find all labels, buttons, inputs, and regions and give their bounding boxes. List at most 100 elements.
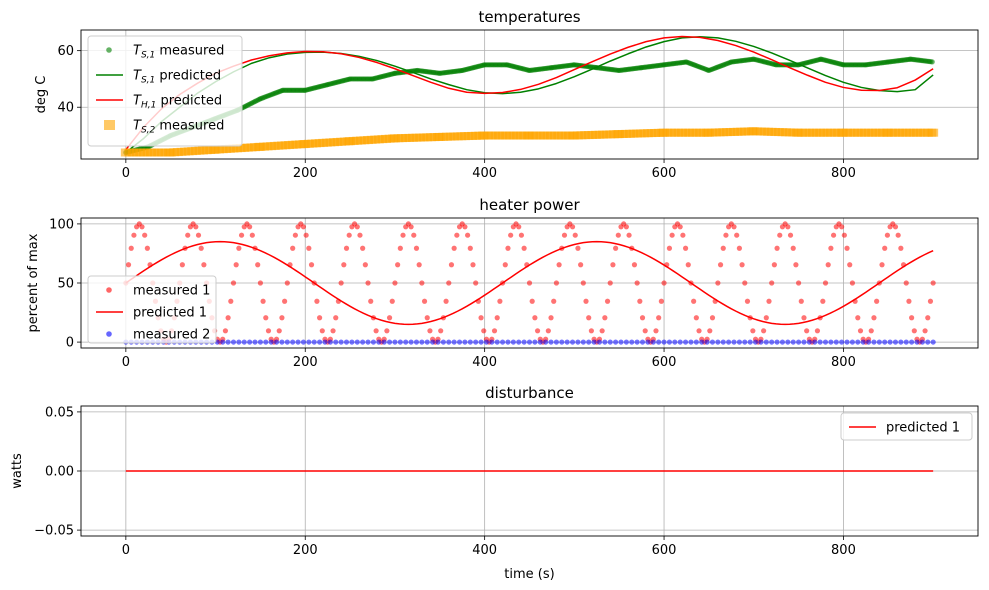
series-2-marker — [645, 339, 651, 345]
series-2-marker — [736, 339, 742, 345]
series-0-marker — [228, 298, 234, 304]
series-2-marker — [505, 339, 511, 345]
series-0-marker — [421, 298, 428, 304]
series-2-marker — [564, 339, 570, 345]
series-0-marker — [260, 298, 266, 304]
series-2-marker — [849, 339, 856, 345]
series-2-marker — [451, 339, 457, 345]
series-0-marker — [238, 232, 245, 238]
series-2-marker — [752, 339, 759, 345]
series-0-marker — [707, 328, 713, 334]
series-0-marker — [478, 315, 484, 321]
y-axis-label: percent of max — [26, 233, 41, 332]
series-0-marker — [497, 298, 503, 304]
series-0-marker — [626, 232, 632, 238]
legend: measured 1 predicted 1 measured 2 — [87, 275, 217, 344]
series-0-marker — [909, 315, 915, 321]
series-2-marker — [424, 339, 430, 345]
legend-marker-swatch — [106, 287, 112, 293]
series-0-marker — [446, 280, 452, 286]
legend-marker-swatch — [106, 47, 112, 53]
series-2-marker — [876, 339, 882, 345]
series-0-marker — [263, 315, 269, 321]
series-0-marker — [844, 245, 850, 251]
series-0-marker — [822, 280, 829, 286]
series-0-marker — [465, 232, 471, 238]
series-0-marker — [731, 224, 737, 230]
series-2-marker — [268, 339, 274, 345]
series-0-marker — [257, 280, 263, 286]
series-1-line — [125, 36, 934, 154]
series-0-marker — [308, 262, 315, 268]
series-0-marker — [561, 232, 568, 238]
series-0-marker — [491, 328, 498, 334]
series-0-marker — [841, 232, 847, 238]
legend-label: TS,1 predicted — [133, 69, 221, 86]
x-tick-label: 0 — [122, 355, 130, 370]
subplot-2: 0 200 400 600 800 −0.05 0.00 0.05 disturbance wat… — [10, 384, 979, 582]
series-0-marker — [631, 262, 638, 268]
series-0-marker — [682, 245, 689, 251]
series-2-marker — [273, 339, 280, 345]
series-0-marker — [131, 232, 137, 238]
series-2-marker — [317, 339, 323, 345]
series-0-marker — [855, 315, 861, 321]
series-2-marker — [306, 339, 312, 345]
series-2-marker — [720, 339, 726, 345]
series-0-marker — [276, 328, 282, 334]
series-2-marker — [553, 339, 560, 345]
series-0-marker — [613, 245, 619, 251]
series-2-marker — [236, 339, 242, 345]
series-2-marker — [855, 339, 861, 345]
series-2-marker — [833, 339, 839, 345]
series-0-marker — [761, 328, 767, 334]
series-0-marker — [282, 298, 288, 304]
series-2-marker — [386, 339, 393, 345]
series-2-marker — [806, 339, 812, 345]
series-2-marker — [478, 339, 484, 345]
series-0-marker — [930, 280, 936, 286]
series-2-marker — [790, 339, 796, 345]
series-2-marker — [812, 339, 818, 345]
series-2-marker — [672, 339, 678, 345]
series-2-marker — [311, 339, 317, 345]
series-2-marker — [343, 339, 350, 345]
series-2-marker — [263, 339, 269, 345]
series-0-marker — [408, 224, 414, 230]
x-tick-label: 200 — [293, 166, 318, 181]
series-2-marker — [300, 339, 307, 345]
series-0-marker — [828, 245, 834, 251]
series-0-marker — [341, 262, 347, 268]
series-2-marker — [279, 339, 285, 345]
series-0-marker — [144, 245, 150, 251]
series-2-marker — [742, 339, 748, 345]
series-0-marker — [750, 328, 756, 334]
series-0-marker — [505, 245, 511, 251]
series-0-marker — [666, 245, 673, 251]
x-tick-label: 600 — [652, 543, 677, 558]
series-0-marker — [518, 232, 525, 238]
series-0-marker — [255, 262, 261, 268]
series-0-marker — [879, 262, 885, 268]
x-tick-label: 400 — [472, 355, 497, 370]
series-0-marker — [427, 328, 433, 334]
series-0-marker — [222, 328, 229, 334]
series-0-marker — [467, 245, 473, 251]
series-2-marker — [241, 339, 247, 345]
series-0-marker — [521, 245, 527, 251]
series-2-marker — [709, 339, 716, 345]
series-2-marker — [769, 339, 775, 345]
series-0-marker — [193, 224, 199, 230]
series-0-marker — [443, 298, 449, 304]
series-0-marker — [373, 328, 379, 334]
x-tick-label: 600 — [652, 355, 677, 370]
x-tick-label: 800 — [831, 543, 856, 558]
x-tick-label: 800 — [831, 166, 856, 181]
series-2-marker — [376, 339, 382, 345]
series-2-marker — [747, 339, 753, 345]
series-2-marker — [521, 339, 527, 345]
series-2-marker — [354, 339, 360, 345]
series-0-marker — [572, 232, 578, 238]
series-0-marker — [796, 280, 802, 286]
series-2-marker — [882, 339, 888, 345]
